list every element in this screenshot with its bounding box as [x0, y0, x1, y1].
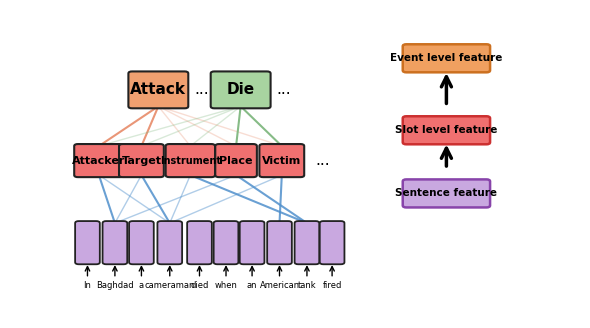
FancyBboxPatch shape: [74, 144, 123, 177]
Text: Sentence feature: Sentence feature: [395, 188, 497, 198]
Text: ...: ...: [277, 82, 291, 97]
Text: Attack: Attack: [130, 82, 186, 97]
FancyBboxPatch shape: [158, 221, 182, 264]
FancyBboxPatch shape: [129, 221, 154, 264]
FancyBboxPatch shape: [215, 144, 257, 177]
FancyBboxPatch shape: [260, 144, 304, 177]
Text: Baghdad: Baghdad: [96, 281, 134, 290]
Text: Event level feature: Event level feature: [390, 53, 503, 63]
Text: tank: tank: [297, 281, 316, 290]
FancyBboxPatch shape: [75, 221, 100, 264]
FancyBboxPatch shape: [403, 116, 490, 144]
FancyBboxPatch shape: [103, 221, 127, 264]
Text: ...: ...: [195, 82, 209, 97]
FancyBboxPatch shape: [240, 221, 264, 264]
FancyBboxPatch shape: [403, 179, 490, 207]
Text: ...: ...: [316, 153, 330, 168]
FancyBboxPatch shape: [294, 221, 319, 264]
Text: In: In: [84, 281, 91, 290]
FancyBboxPatch shape: [214, 221, 238, 264]
FancyBboxPatch shape: [119, 144, 164, 177]
Text: Slot level feature: Slot level feature: [395, 125, 497, 135]
Text: Target: Target: [122, 155, 162, 166]
Text: an: an: [247, 281, 257, 290]
Text: cameraman: cameraman: [145, 281, 195, 290]
Text: fired: fired: [322, 281, 342, 290]
FancyBboxPatch shape: [187, 221, 212, 264]
Text: when: when: [215, 281, 237, 290]
Text: American: American: [260, 281, 300, 290]
FancyBboxPatch shape: [166, 144, 215, 177]
Text: a: a: [139, 281, 144, 290]
Text: Victim: Victim: [262, 155, 301, 166]
FancyBboxPatch shape: [320, 221, 345, 264]
FancyBboxPatch shape: [403, 44, 490, 72]
FancyBboxPatch shape: [267, 221, 292, 264]
FancyBboxPatch shape: [129, 72, 188, 108]
Text: Attacker: Attacker: [72, 155, 126, 166]
FancyBboxPatch shape: [211, 72, 271, 108]
Text: Die: Die: [227, 82, 255, 97]
Text: died: died: [191, 281, 209, 290]
Text: Place: Place: [219, 155, 253, 166]
Text: Instrument: Instrument: [160, 155, 221, 166]
